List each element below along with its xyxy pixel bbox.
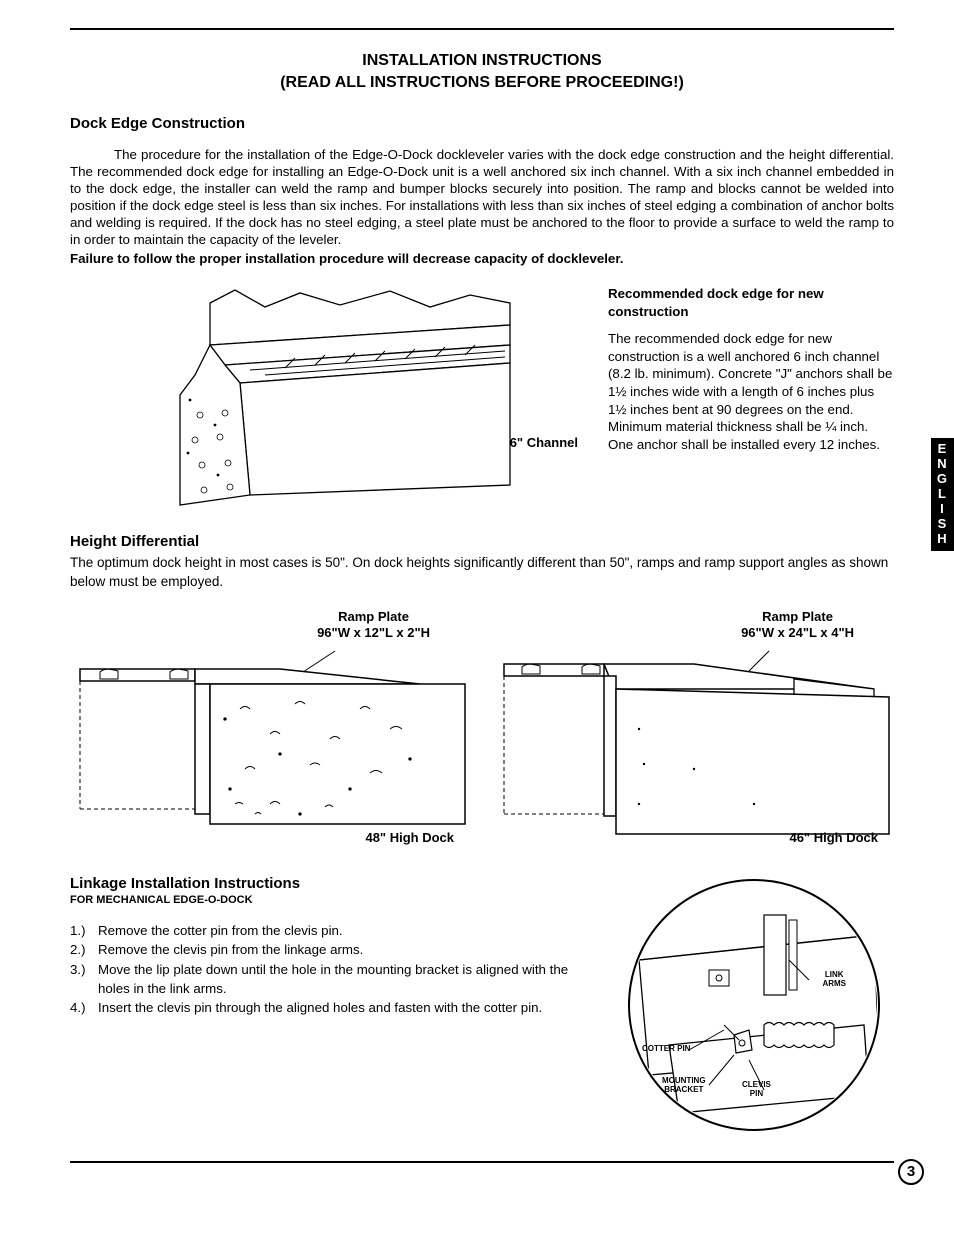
linkage-row: Linkage Installation Instructions FOR ME… <box>70 875 894 1135</box>
label-clevis-pin: CLEVISPIN <box>742 1081 771 1099</box>
ramp2-svg <box>494 609 894 849</box>
step-2-num: 2.) <box>70 941 98 960</box>
ramp2-bottom-label: 46" High Dock <box>789 830 878 845</box>
ramp1-top-label: Ramp Plate 96"W x 12"L x 2"H <box>317 609 430 642</box>
channel-label: 6" Channel <box>510 435 578 450</box>
ramp1-top1: Ramp Plate <box>338 609 409 624</box>
title-line-1: INSTALLATION INSTRUCTIONS <box>70 50 894 72</box>
page: INSTALLATION INSTRUCTIONS (READ ALL INST… <box>0 0 954 1193</box>
section3-subheading: FOR MECHANICAL EDGE-O-DOCK <box>70 894 594 906</box>
ramp-figure-2: Ramp Plate 96"W x 24"L x 4"H <box>494 609 894 849</box>
step-4-text: Insert the clevis pin through the aligne… <box>98 999 542 1018</box>
linkage-steps: 1.)Remove the cotter pin from the clevis… <box>70 922 594 1018</box>
section3-heading: Linkage Installation Instructions <box>70 875 594 892</box>
step-1-text: Remove the cotter pin from the clevis pi… <box>98 922 343 941</box>
linkage-text: Linkage Installation Instructions FOR ME… <box>70 875 594 1019</box>
step-1-num: 1.) <box>70 922 98 941</box>
section2-paragraph: The optimum dock height in most cases is… <box>70 554 894 590</box>
top-rule <box>70 28 894 30</box>
page-number: 3 <box>898 1159 924 1185</box>
section1-paragraph: The procedure for the installation of th… <box>70 146 894 248</box>
step-4: 4.)Insert the clevis pin through the ali… <box>70 999 594 1018</box>
section1-paragraph-text: The procedure for the installation of th… <box>70 147 894 247</box>
dock-row: 6" Channel Recommended dock edge for new… <box>70 285 894 515</box>
section2-heading: Height Differential <box>70 533 894 550</box>
rec-paragraph: The recommended dock edge for new constr… <box>608 330 894 453</box>
dock-edge-figure: 6" Channel <box>170 285 590 515</box>
ramp2-top2: 96"W x 24"L x 4"H <box>741 625 854 640</box>
label-cotter-pin: COTTER PIN <box>642 1045 690 1054</box>
step-2: 2.)Remove the clevis pin from the linkag… <box>70 941 594 960</box>
ramp2-top1: Ramp Plate <box>762 609 833 624</box>
step-3-num: 3.) <box>70 961 98 998</box>
rec-heading: Recommended dock edge for new constructi… <box>608 285 894 320</box>
label-mounting-bracket: MOUNTINGBRACKET <box>662 1077 706 1095</box>
dock-text-block: Recommended dock edge for new constructi… <box>608 285 894 453</box>
ramp2-top-label: Ramp Plate 96"W x 24"L x 4"H <box>741 609 854 642</box>
step-3-text: Move the lip plate down until the hole i… <box>98 961 594 998</box>
step-3: 3.)Move the lip plate down until the hol… <box>70 961 594 998</box>
section1-bold: Failure to follow the proper installatio… <box>70 250 894 267</box>
step-2-text: Remove the clevis pin from the linkage a… <box>98 941 363 960</box>
dock-edge-svg <box>170 285 590 515</box>
section1-heading: Dock Edge Construction <box>70 115 894 132</box>
title-line-2: (READ ALL INSTRUCTIONS BEFORE PROCEEDING… <box>70 72 894 94</box>
page-number-wrap: 3 <box>898 1159 924 1185</box>
language-tab: ENGLISH <box>931 438 954 551</box>
label-link-arms: LINKARMS <box>822 971 846 989</box>
step-4-num: 4.) <box>70 999 98 1018</box>
step-1: 1.)Remove the cotter pin from the clevis… <box>70 922 594 941</box>
linkage-figure: LINKARMS COTTER PIN MOUNTINGBRACKET CLEV… <box>614 875 894 1135</box>
ramp-figure-1: Ramp Plate 96"W x 12"L x 2"H <box>70 609 470 849</box>
section2: Height Differential The optimum dock hei… <box>70 533 894 590</box>
bottom-rule <box>70 1161 894 1163</box>
ramp1-svg <box>70 609 470 849</box>
ramp-row: Ramp Plate 96"W x 12"L x 2"H <box>70 609 894 849</box>
title-block: INSTALLATION INSTRUCTIONS (READ ALL INST… <box>70 50 894 93</box>
ramp1-top2: 96"W x 12"L x 2"H <box>317 625 430 640</box>
ramp1-bottom-label: 48" High Dock <box>365 830 454 845</box>
